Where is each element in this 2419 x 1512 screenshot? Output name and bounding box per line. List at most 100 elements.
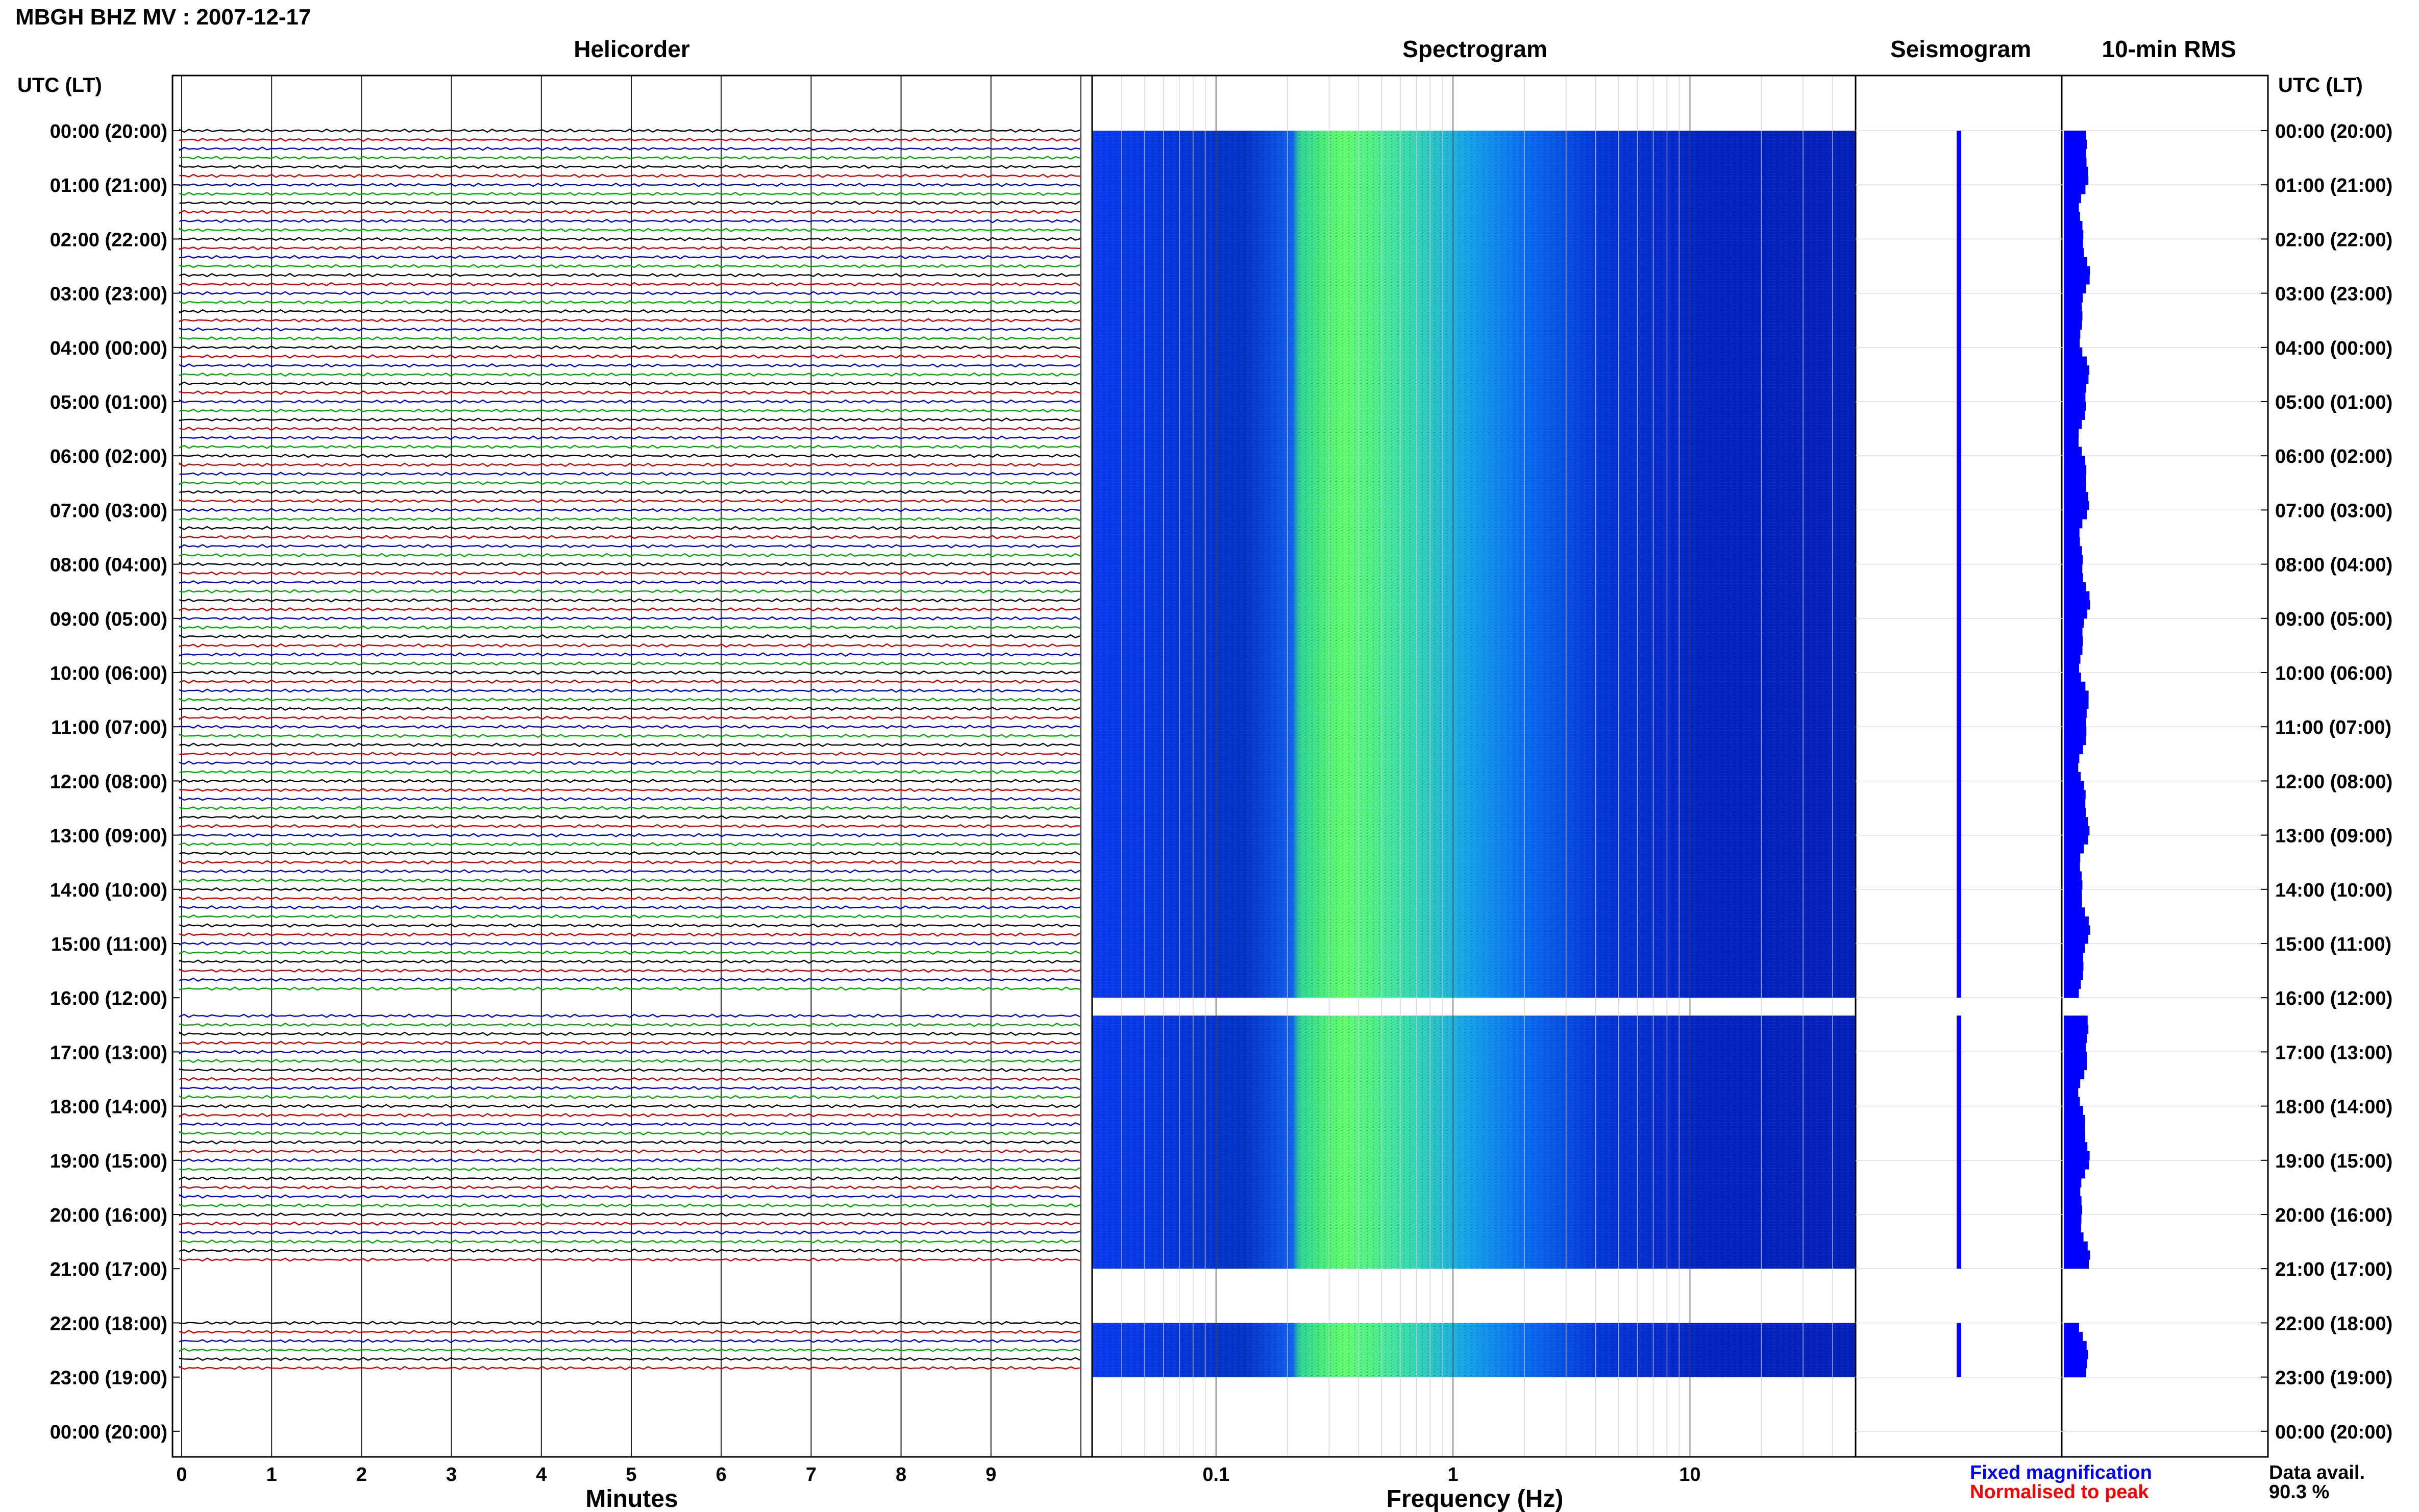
time-label-left: 07:00 (03:00) bbox=[50, 500, 167, 522]
helicorder-trace bbox=[179, 1230, 1080, 1235]
seismogram-title: Seismogram bbox=[1890, 36, 2031, 62]
rms-bar bbox=[2064, 1196, 2082, 1206]
rms-bar bbox=[2064, 329, 2081, 339]
helicorder-trace bbox=[179, 869, 1080, 874]
time-label-right: 11:00 (07:00) bbox=[2275, 717, 2391, 738]
time-label-left: 20:00 (16:00) bbox=[50, 1205, 167, 1226]
helicorder-trace bbox=[179, 1176, 1080, 1181]
helicorder-trace bbox=[179, 480, 1080, 486]
helicorder-trace bbox=[179, 300, 1080, 305]
rms-bar bbox=[2064, 347, 2083, 357]
rms-bar bbox=[2064, 501, 2089, 510]
rms-bar bbox=[2064, 492, 2088, 502]
rms-bar bbox=[2064, 230, 2084, 239]
time-label-left: 04:00 (00:00) bbox=[50, 338, 167, 359]
helicorder-trace bbox=[179, 444, 1080, 449]
time-label-left: 12:00 (08:00) bbox=[50, 771, 167, 792]
seismogram-trace bbox=[1957, 1015, 1961, 1269]
helicorder-trace bbox=[179, 905, 1080, 910]
rms-bar bbox=[2064, 618, 2084, 628]
time-axis-right: 00:00 (20:00) 01:00 (21:00) 02:00 (22:00) 0… bbox=[2261, 121, 2392, 1443]
helicorder-trace bbox=[179, 814, 1080, 820]
helicorder-trace bbox=[179, 733, 1080, 738]
rms-bar bbox=[2064, 871, 2082, 881]
rms-bar bbox=[2064, 185, 2086, 194]
rms-bar bbox=[2064, 708, 2087, 718]
helicorder-trace bbox=[179, 318, 1080, 323]
helicorder-xlabel: Minutes bbox=[585, 1485, 678, 1512]
helicorder-trace bbox=[179, 571, 1080, 576]
helicorder-trace bbox=[179, 543, 1080, 549]
time-label-right: 04:00 (00:00) bbox=[2275, 338, 2392, 359]
rms-bar bbox=[2064, 781, 2084, 790]
helicorder-trace bbox=[179, 282, 1080, 287]
time-label-right: 06:00 (02:00) bbox=[2275, 446, 2392, 467]
helicorder-trace bbox=[179, 1321, 1080, 1325]
time-label-left: 14:00 (10:00) bbox=[50, 880, 167, 901]
data-availability-value: 90.3 % bbox=[2269, 1481, 2329, 1503]
rms-bar bbox=[2064, 1241, 2088, 1251]
rms-bar bbox=[2064, 1033, 2087, 1043]
time-label-right: 05:00 (01:00) bbox=[2275, 392, 2392, 413]
rms-bar bbox=[2064, 600, 2090, 610]
helicorder-trace bbox=[179, 1040, 1080, 1046]
rms-bar bbox=[2064, 663, 2080, 673]
helicorder-trace bbox=[179, 472, 1080, 476]
rms-bar bbox=[2064, 817, 2088, 827]
helicorder-trace bbox=[179, 1167, 1080, 1172]
rms-bar bbox=[2064, 392, 2086, 402]
rms-bar bbox=[2064, 1043, 2086, 1052]
rms-bar bbox=[2064, 763, 2079, 773]
helicorder-trace bbox=[179, 363, 1080, 368]
helicorder-trace bbox=[179, 1149, 1080, 1154]
helicorder-trace bbox=[179, 661, 1080, 666]
helicorder-trace bbox=[179, 272, 1080, 278]
rms-bar bbox=[2064, 284, 2086, 294]
rms-bar bbox=[2064, 889, 2082, 899]
helicorder-trace bbox=[179, 1194, 1080, 1199]
rms-bar bbox=[2064, 275, 2090, 285]
time-label-left: 11:00 (07:00) bbox=[51, 717, 167, 738]
rms-bar bbox=[2064, 564, 2083, 574]
rms-bar bbox=[2064, 754, 2080, 763]
minute-tick-label: 9 bbox=[985, 1464, 996, 1485]
rms-bar bbox=[2064, 293, 2083, 303]
helicorder-trace bbox=[179, 878, 1080, 883]
helicorder-trace bbox=[179, 1365, 1080, 1371]
rms-bar bbox=[2064, 654, 2081, 664]
time-label-left: 19:00 (15:00) bbox=[50, 1151, 167, 1172]
helicorder-trace bbox=[179, 499, 1080, 504]
rms-bar bbox=[2064, 853, 2081, 863]
helicorder-trace bbox=[179, 742, 1080, 747]
data-availability-label: Data avail. bbox=[2269, 1462, 2365, 1483]
rms-bar bbox=[2064, 311, 2083, 321]
rms-bar bbox=[2064, 1169, 2085, 1179]
time-label-right: 08:00 (04:00) bbox=[2275, 555, 2392, 576]
rms-bar bbox=[2064, 717, 2086, 727]
helicorder-trace bbox=[179, 824, 1080, 829]
helicorder-trace bbox=[179, 580, 1080, 585]
rms-bar bbox=[2064, 203, 2079, 212]
helicorder-trace bbox=[179, 1050, 1080, 1055]
rms-bar bbox=[2064, 772, 2081, 781]
rms-bar bbox=[2064, 735, 2086, 746]
rms-bar bbox=[2064, 835, 2088, 845]
helicorder-trace bbox=[179, 417, 1080, 422]
rms-bar bbox=[2064, 139, 2087, 149]
rms-title: 10-min RMS bbox=[2102, 36, 2236, 62]
rms-bar bbox=[2064, 166, 2088, 176]
helicorder-trace bbox=[179, 1095, 1080, 1100]
helicorder-trace bbox=[179, 968, 1080, 973]
time-label-left: 00:00 (20:00) bbox=[50, 1422, 167, 1443]
helicorder-trace bbox=[179, 354, 1080, 359]
time-label-right: 01:00 (21:00) bbox=[2275, 175, 2392, 196]
helicorder-trace bbox=[179, 336, 1080, 341]
helicorder-trace bbox=[179, 128, 1080, 133]
helicorder-trace bbox=[179, 1203, 1080, 1208]
helicorder-trace bbox=[179, 860, 1080, 865]
time-label-left: 15:00 (11:00) bbox=[51, 934, 167, 955]
rms-bar bbox=[2064, 437, 2079, 447]
minute-tick-label: 8 bbox=[896, 1464, 906, 1485]
helicorder-trace bbox=[179, 697, 1080, 702]
helicorder-trace bbox=[179, 589, 1080, 594]
